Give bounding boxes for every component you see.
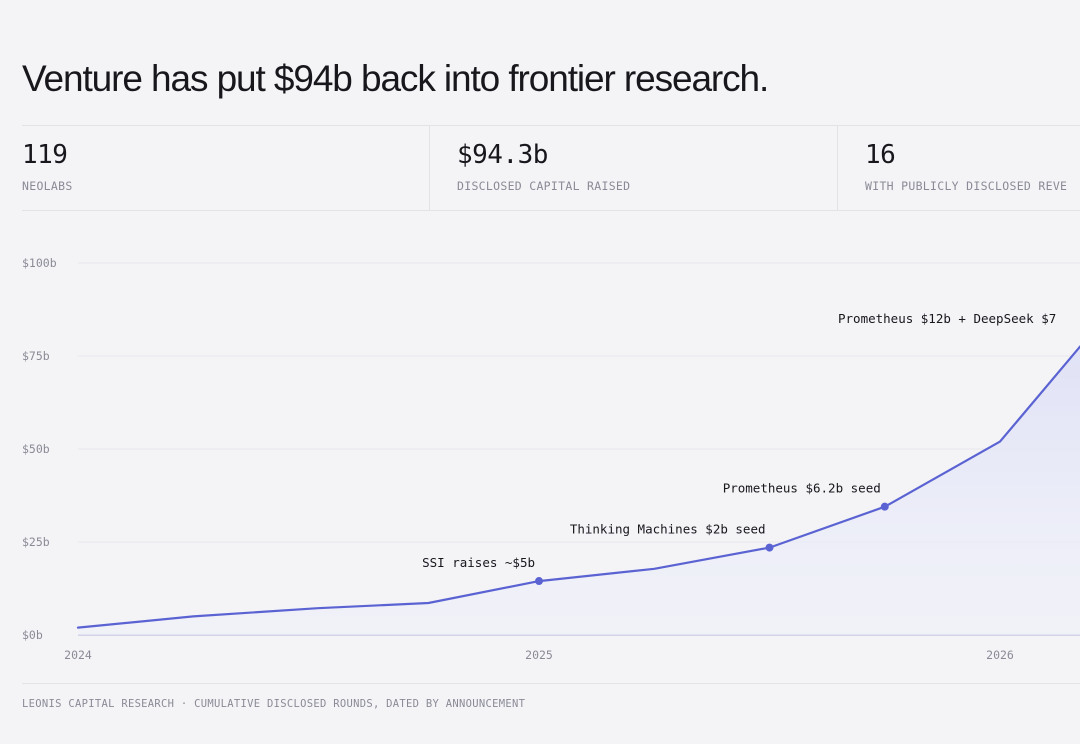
label-layer: $0b $25b $50b $75b $100b 2024 2025 2026 SSI rais…: [22, 256, 1056, 662]
annotation-label: Prometheus $6.2b seed: [723, 481, 881, 496]
y-tick-label: $100b: [22, 256, 57, 270]
y-tick-label: $0b: [22, 628, 43, 642]
data-point-marker: [535, 577, 543, 586]
series-line: [76, 345, 1080, 629]
chart-source-note: LEONIS CAPITAL RESEARCH · CUMULATIVE DIS…: [22, 683, 1080, 710]
area-layer: [78, 346, 1080, 635]
y-tick-label: $50b: [22, 442, 50, 456]
x-tick-label: 2026: [986, 648, 1014, 662]
y-tick-label: $25b: [22, 535, 50, 549]
stat-value: 119: [22, 140, 68, 170]
x-tick-label: 2024: [64, 648, 92, 662]
y-tick-label: $75b: [22, 349, 50, 363]
page-title: Venture has put $94b back into frontier …: [22, 58, 769, 99]
marker-layer: [535, 502, 889, 586]
annotation-label: SSI raises ~$5b: [422, 555, 535, 570]
stat-value: $94.3b: [457, 140, 548, 170]
x-tick-label: 2025: [525, 648, 553, 662]
stats-row: 119 NEOLABS $94.3b DISCLOSED CAPITAL RAI…: [22, 125, 1080, 211]
data-point-marker: [880, 502, 889, 511]
stat-capital-raised: $94.3b DISCLOSED CAPITAL RAISED: [429, 126, 838, 210]
line-layer: [76, 345, 1080, 629]
annotation-label: Prometheus $12b + DeepSeek $7: [838, 311, 1056, 326]
stat-label: NEOLABS: [22, 179, 73, 193]
series-area: [78, 346, 1080, 635]
stat-value: 16: [865, 140, 896, 170]
annotation-label: Thinking Machines $2b seed: [570, 522, 766, 537]
stat-label: WITH PUBLICLY DISCLOSED REVE: [865, 179, 1068, 193]
data-point-marker: [765, 543, 774, 552]
stat-disclosed-revenue: 16 WITH PUBLICLY DISCLOSED REVE: [837, 126, 1080, 210]
stat-label: DISCLOSED CAPITAL RAISED: [457, 179, 631, 193]
stat-neolabs: 119 NEOLABS: [22, 126, 429, 210]
